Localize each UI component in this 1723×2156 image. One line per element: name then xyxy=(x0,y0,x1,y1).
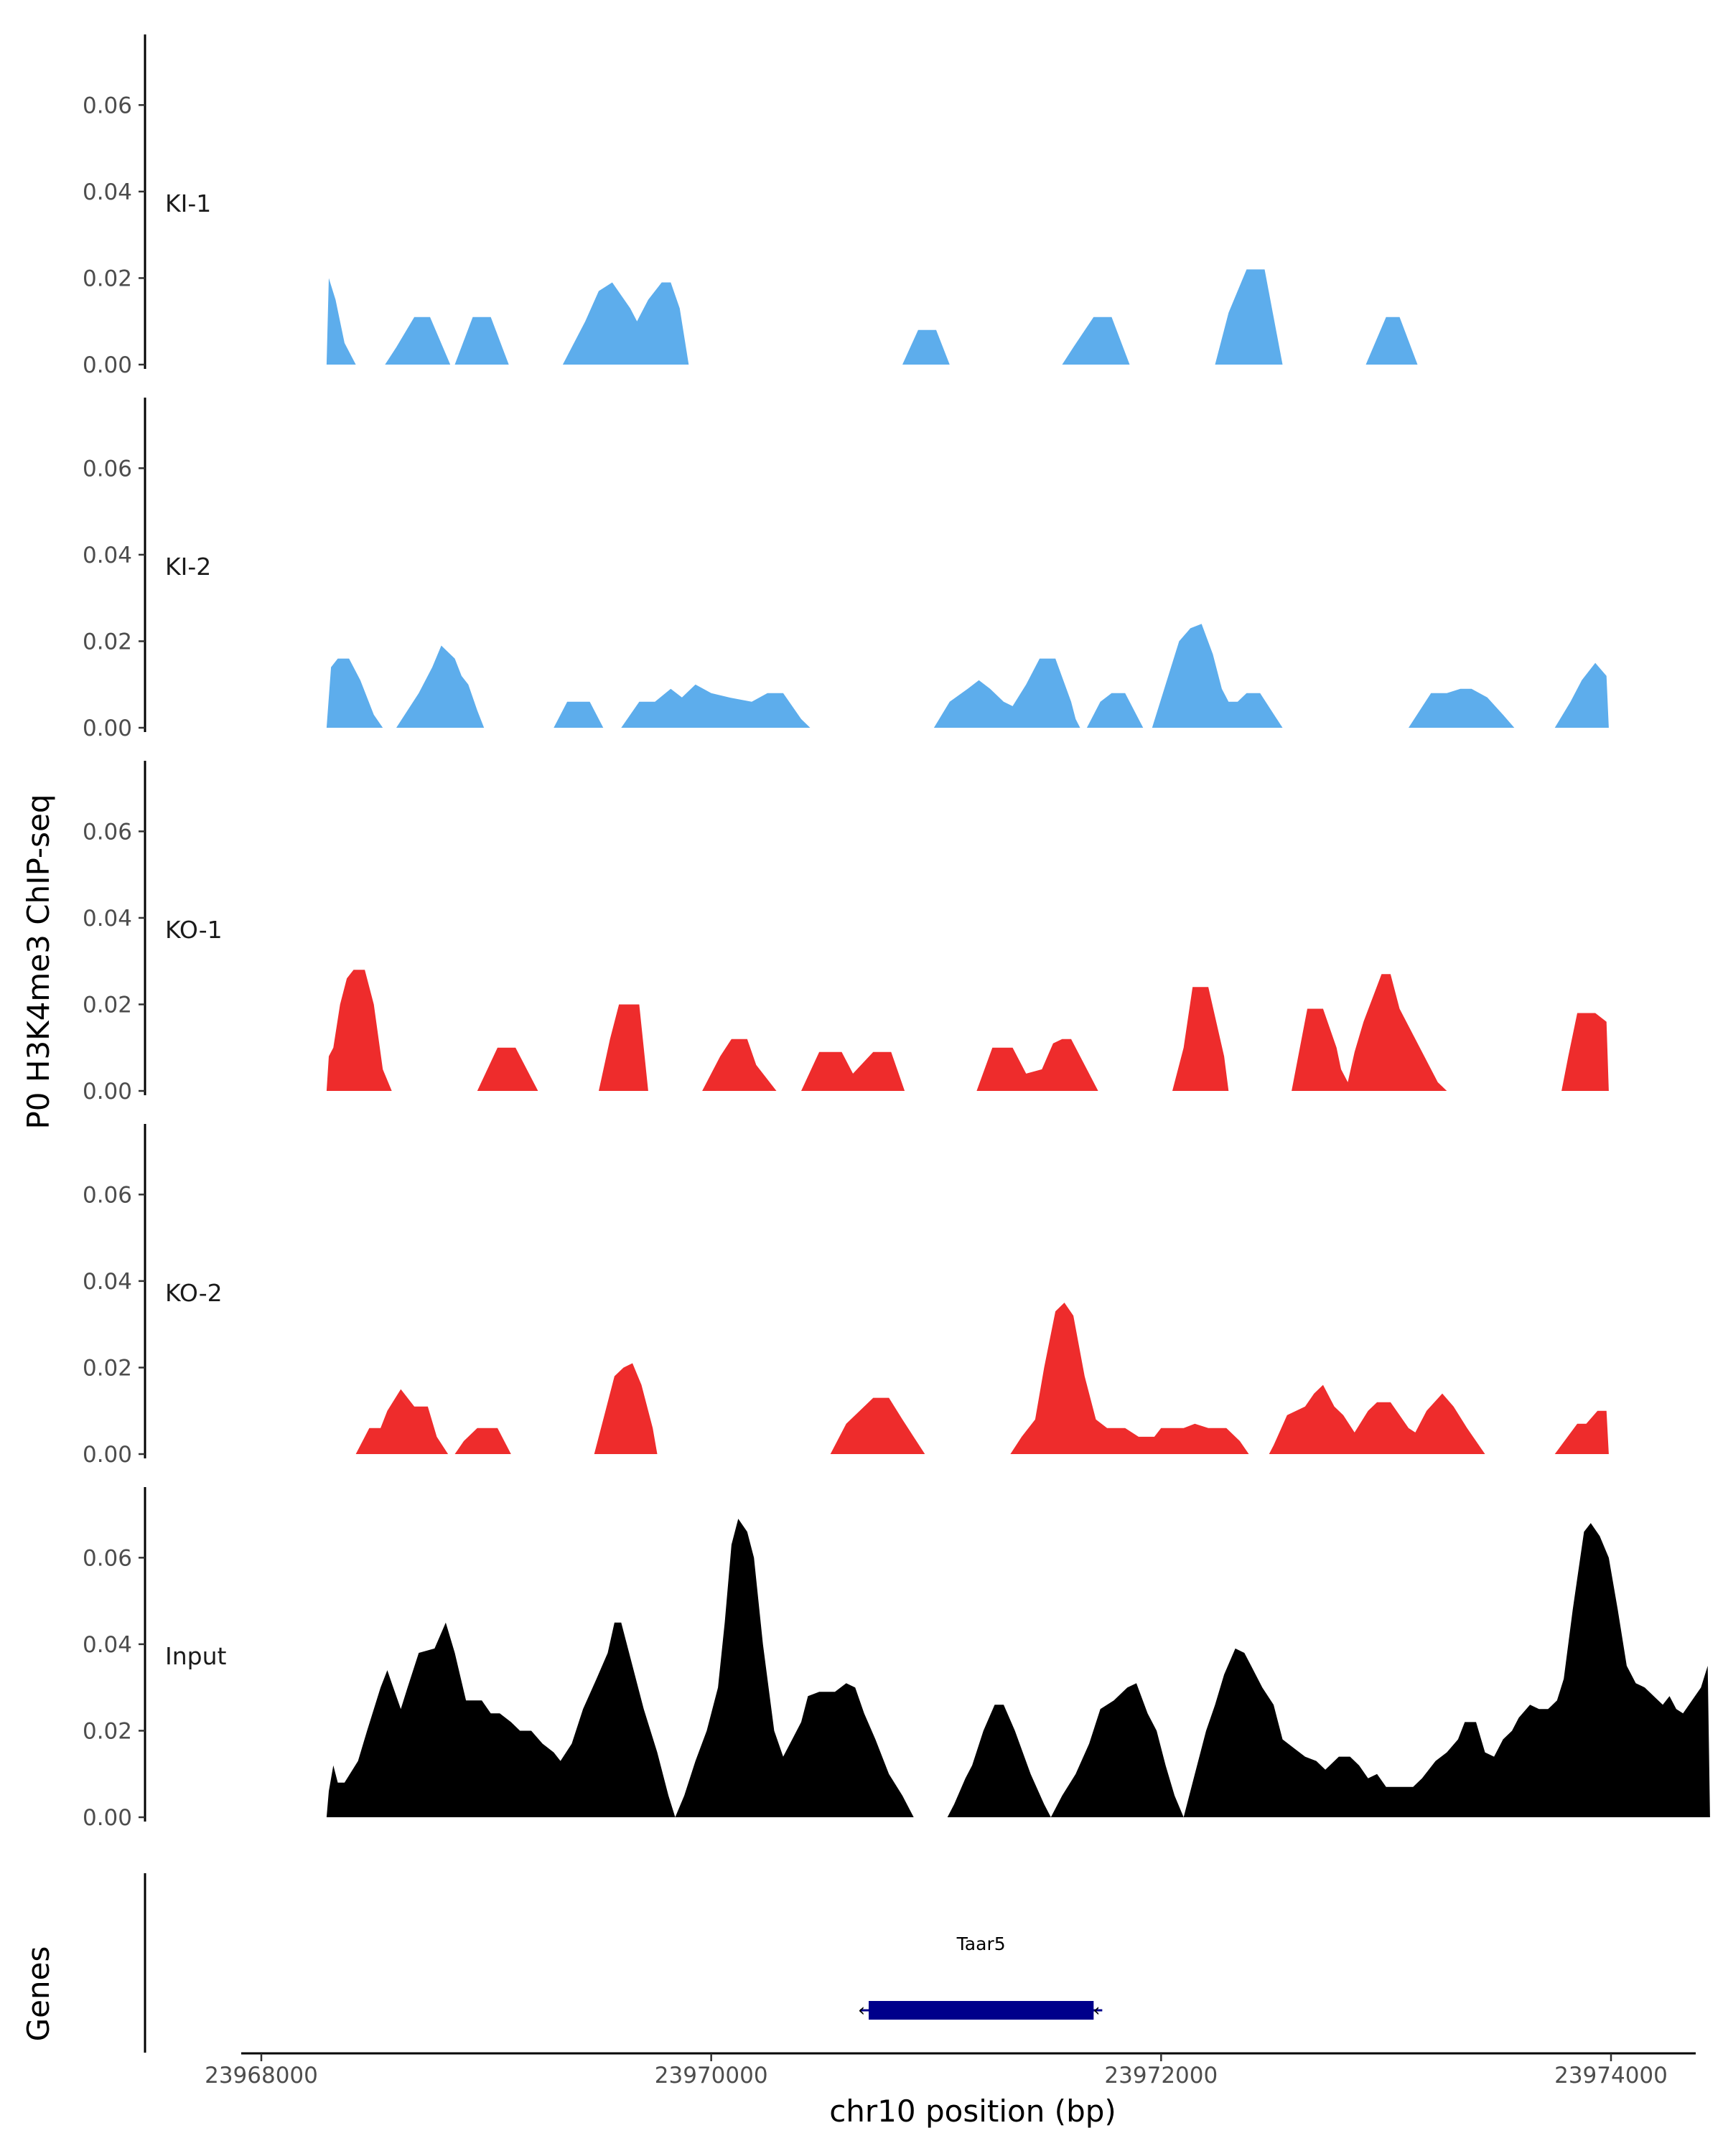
coverage-area xyxy=(1215,269,1283,365)
x-axis-title: chr10 position (bp) xyxy=(829,2094,1116,2129)
track-panel-input: 0.00 0.02 0.04 0.06 Input xyxy=(83,1487,1710,1831)
coverage-area xyxy=(702,1039,777,1091)
y-tick-label: 0.00 xyxy=(83,716,132,741)
y-tick-label: 0.06 xyxy=(83,1545,132,1571)
y-tick-label: 0.04 xyxy=(83,906,132,932)
coverage-area xyxy=(830,1397,925,1454)
coverage-area xyxy=(396,645,485,728)
y-tick-label: 0.02 xyxy=(83,266,132,291)
coverage-area xyxy=(1152,624,1283,728)
x-tick-label: 23972000 xyxy=(1104,2063,1218,2089)
gene-label-taar5: Taar5 xyxy=(956,1934,1006,1954)
y-tick-label: 0.04 xyxy=(83,543,132,568)
coverage-area xyxy=(326,1519,914,1817)
coverage-area xyxy=(1554,662,1609,728)
y-tick-label: 0.02 xyxy=(83,629,132,655)
strand-arrow-left-icon: ‹ xyxy=(858,2000,865,2020)
track-panel-ki-2: 0.00 0.02 0.04 0.06 KI-2 xyxy=(83,398,1609,741)
coverage-area xyxy=(1269,1384,1485,1454)
coverage-area xyxy=(976,1039,1098,1091)
y-tick-label: 0.04 xyxy=(83,1269,132,1295)
coverage-area xyxy=(326,658,383,728)
x-axis: 23968000 23970000 23972000 23974000 xyxy=(205,2052,1696,2089)
track-label: KO-2 xyxy=(165,1279,223,1307)
coverage-area xyxy=(326,278,356,365)
track-label: KI-1 xyxy=(165,189,211,217)
y-axis-title: P0 H3K4me3 ChIP-seq xyxy=(21,794,56,1129)
coverage-area xyxy=(326,970,392,1091)
genes-panel: ‹ ‹ Taar5 xyxy=(144,1873,1103,2053)
coverage-area xyxy=(454,1428,511,1454)
y-tick-label: 0.06 xyxy=(83,456,132,482)
coverage-area xyxy=(902,329,950,365)
track-panel-ko-2: 0.00 0.02 0.04 0.06 KO-2 xyxy=(83,1124,1609,1468)
coverage-area xyxy=(477,1047,538,1091)
coverage-area xyxy=(1409,688,1515,728)
y-tick-label: 0.06 xyxy=(83,819,132,845)
coverage-area xyxy=(355,1389,449,1454)
track-label: KI-2 xyxy=(165,553,211,581)
y-tick-label: 0.00 xyxy=(83,1442,132,1468)
coverage-area xyxy=(1062,317,1130,365)
y-tick-label: 0.04 xyxy=(83,1632,132,1658)
y-tick-label: 0.02 xyxy=(83,1355,132,1381)
y-tick-label: 0.04 xyxy=(83,179,132,205)
y-tick-label: 0.02 xyxy=(83,992,132,1018)
x-tick-label: 23974000 xyxy=(1554,2063,1668,2089)
genes-axis-title: Genes xyxy=(21,1946,56,2042)
x-tick-label: 23970000 xyxy=(655,2063,768,2089)
coverage-area xyxy=(594,1363,658,1454)
coverage-area xyxy=(621,684,811,728)
y-tick-label: 0.00 xyxy=(83,352,132,378)
track-label: Input xyxy=(165,1642,227,1670)
y-tick-label: 0.06 xyxy=(83,1182,132,1208)
coverage-area xyxy=(1086,693,1144,728)
coverage-area xyxy=(1554,1410,1609,1454)
coverage-area xyxy=(599,1004,648,1091)
strand-arrow-right-icon: ‹ xyxy=(1093,2000,1100,2020)
y-tick-label: 0.06 xyxy=(83,93,132,118)
y-tick-label: 0.02 xyxy=(83,1718,132,1744)
coverage-area xyxy=(1172,987,1229,1091)
coverage-area xyxy=(947,1523,1710,1817)
coverage-area xyxy=(1010,1303,1249,1454)
y-tick-label: 0.00 xyxy=(83,1805,132,1831)
coverage-area xyxy=(554,701,604,728)
track-panel-ko-1: 0.00 0.02 0.04 0.06 KO-1 xyxy=(83,761,1609,1105)
coverage-area xyxy=(1561,1013,1609,1091)
track-panel-ki-1: 0.00 0.02 0.04 0.06 KI-1 xyxy=(83,34,1418,378)
coverage-area xyxy=(1292,974,1447,1091)
track-label: KO-1 xyxy=(165,916,223,944)
tracks-layer: 0.00 0.02 0.04 0.06 KI-1 0.00 0.02 0.04 0.06 KI-2… xyxy=(83,34,1710,1831)
y-tick-label: 0.00 xyxy=(83,1079,132,1105)
coverage-area xyxy=(562,282,689,365)
coverage-area xyxy=(385,317,451,365)
coverage-area xyxy=(933,658,1080,728)
coverage-area xyxy=(454,317,509,365)
coverage-area xyxy=(801,1051,905,1091)
coverage-area xyxy=(1365,317,1418,365)
x-tick-label: 23968000 xyxy=(205,2063,318,2089)
